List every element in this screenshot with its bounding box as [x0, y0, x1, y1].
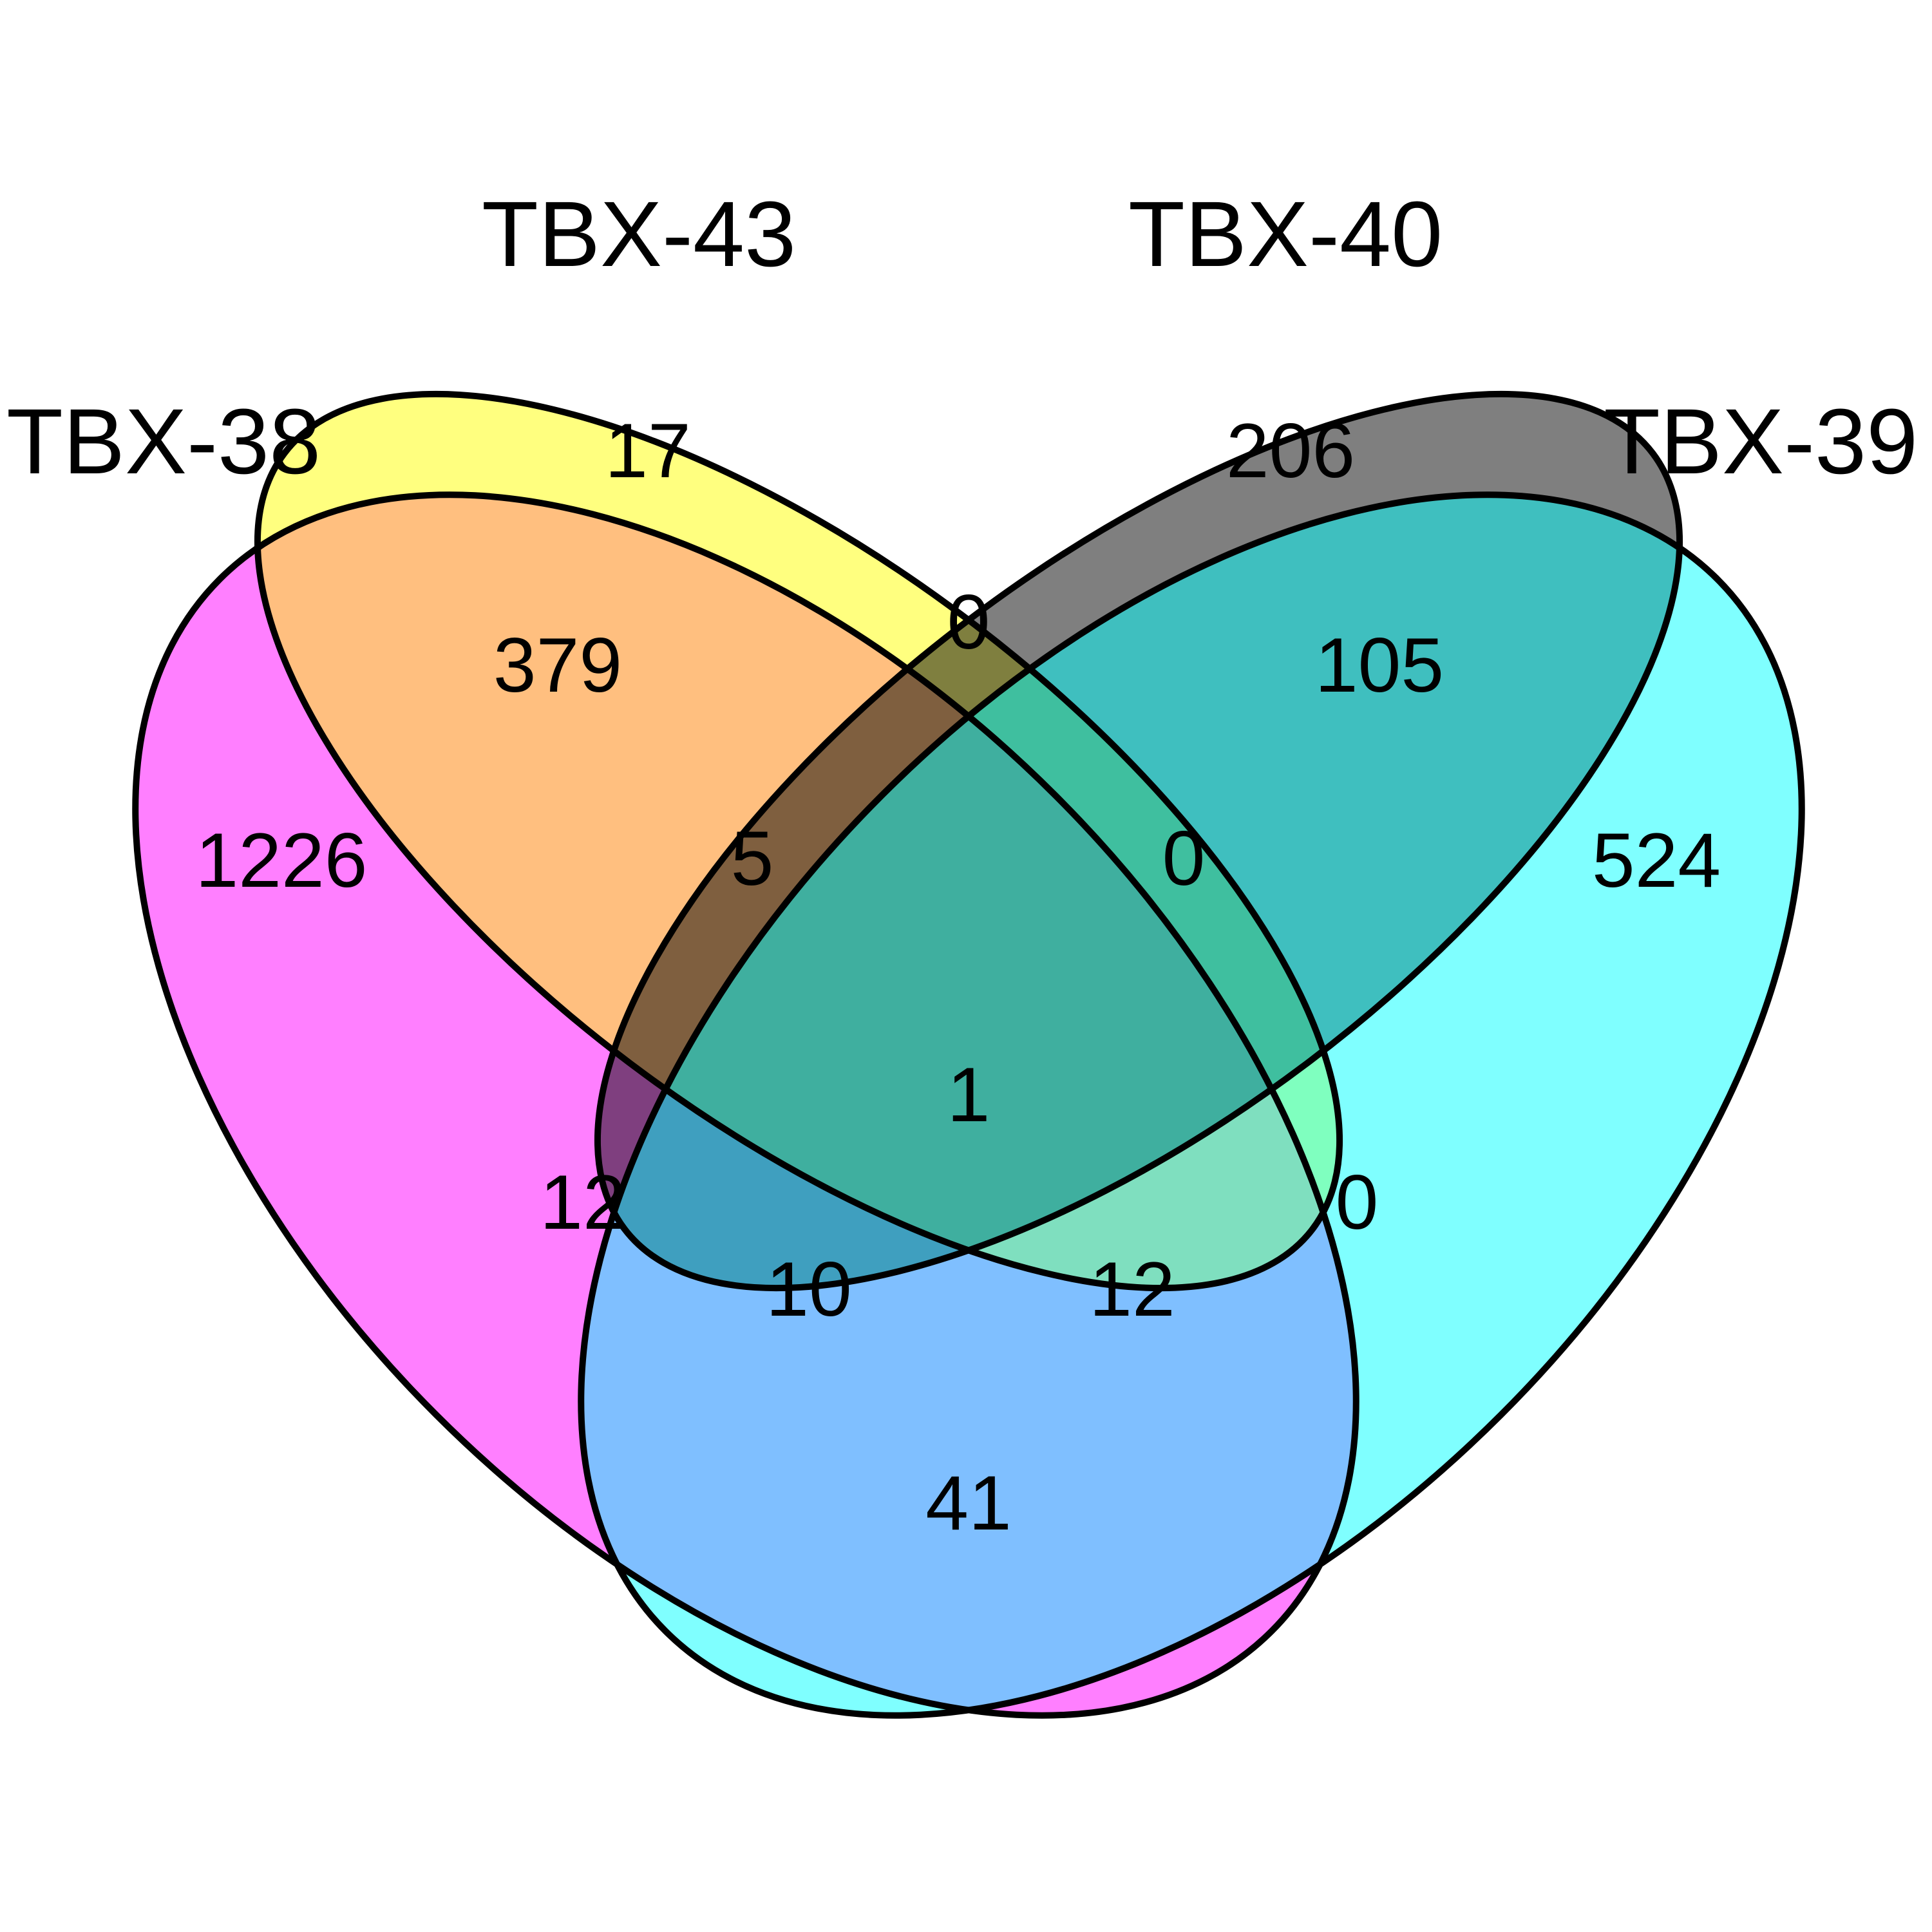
count-tbx-38-tbx-40-tbx-39: 10 [766, 1246, 851, 1332]
set-fills [135, 393, 1802, 1716]
count-tbx-39-only: 524 [1592, 817, 1721, 904]
count-tbx-38-tbx-40: 12 [540, 1159, 625, 1245]
count-tbx-43-only: 17 [605, 408, 690, 494]
count-tbx-38-tbx-43-tbx-39: 12 [1089, 1246, 1175, 1332]
set-label-tbx-40: TBX-40 [1128, 182, 1443, 286]
count-tbx-43-tbx-39: 0 [1336, 1159, 1379, 1245]
set-labels: TBX-38 TBX-43 TBX-40 TBX-39 [6, 182, 1918, 493]
region-counts: 1226 17 206 524 379 0 105 5 0 12 0 1 10 … [196, 408, 1721, 1546]
set-outlines [132, 390, 1805, 1719]
count-tbx-43-tbx-40: 0 [947, 579, 990, 665]
count-tbx-38-tbx-39: 41 [925, 1460, 1011, 1546]
ellipse-fill-tbx-39 [581, 495, 1802, 1716]
ellipse-outline-tbx-38 [132, 491, 1359, 1719]
count-all-four: 1 [947, 1052, 990, 1138]
set-label-tbx-43: TBX-43 [482, 182, 796, 286]
count-tbx-38-tbx-43-tbx-40: 5 [731, 815, 774, 902]
count-tbx-38-only: 1226 [196, 817, 368, 904]
ellipse-outline-tbx-39 [578, 491, 1805, 1719]
count-tbx-40-only: 206 [1226, 408, 1355, 494]
count-tbx-43-tbx-40-tbx-39: 0 [1162, 815, 1206, 902]
count-tbx-40-tbx-39: 105 [1315, 622, 1444, 708]
ellipse-outline-tbx-40 [594, 390, 1683, 1292]
set-label-tbx-38: TBX-38 [6, 390, 321, 493]
set-label-tbx-39: TBX-39 [1604, 390, 1918, 493]
count-tbx-38-tbx-43: 379 [493, 622, 622, 708]
